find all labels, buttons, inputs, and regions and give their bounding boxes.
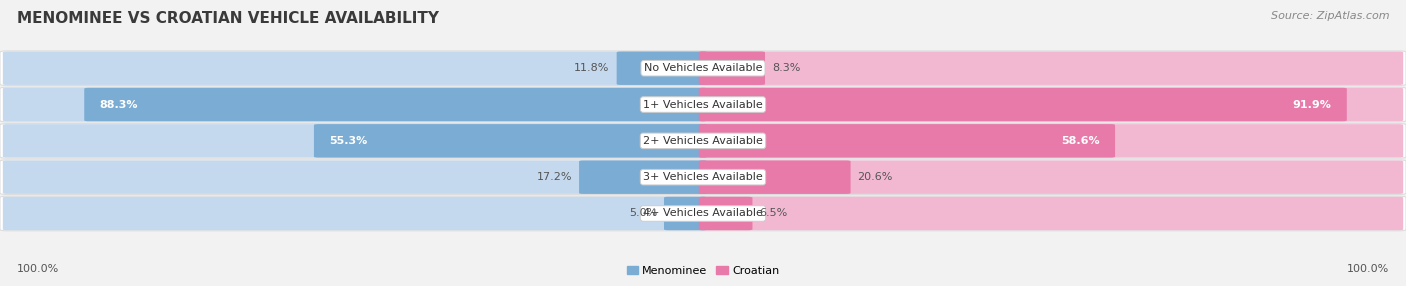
Text: 11.8%: 11.8% (574, 63, 610, 73)
FancyBboxPatch shape (0, 160, 1406, 194)
FancyBboxPatch shape (84, 88, 707, 121)
FancyBboxPatch shape (699, 88, 1403, 121)
FancyBboxPatch shape (3, 124, 707, 158)
Text: MENOMINEE VS CROATIAN VEHICLE AVAILABILITY: MENOMINEE VS CROATIAN VEHICLE AVAILABILI… (17, 11, 439, 26)
Text: 20.6%: 20.6% (858, 172, 893, 182)
Text: 2+ Vehicles Available: 2+ Vehicles Available (643, 136, 763, 146)
FancyBboxPatch shape (699, 51, 1403, 85)
Text: 1+ Vehicles Available: 1+ Vehicles Available (643, 100, 763, 110)
FancyBboxPatch shape (3, 160, 707, 194)
Text: 91.9%: 91.9% (1292, 100, 1331, 110)
Legend: Menominee, Croatian: Menominee, Croatian (623, 262, 783, 281)
FancyBboxPatch shape (699, 124, 1403, 158)
FancyBboxPatch shape (0, 124, 1406, 158)
Text: 55.3%: 55.3% (329, 136, 367, 146)
FancyBboxPatch shape (699, 160, 851, 194)
FancyBboxPatch shape (699, 197, 752, 230)
FancyBboxPatch shape (699, 160, 1403, 194)
Text: 58.6%: 58.6% (1062, 136, 1099, 146)
FancyBboxPatch shape (3, 88, 707, 121)
Text: 8.3%: 8.3% (772, 63, 800, 73)
FancyBboxPatch shape (664, 197, 707, 230)
FancyBboxPatch shape (699, 88, 1347, 121)
Text: 6.5%: 6.5% (759, 208, 787, 219)
FancyBboxPatch shape (3, 197, 707, 230)
Text: 88.3%: 88.3% (100, 100, 138, 110)
Text: 3+ Vehicles Available: 3+ Vehicles Available (643, 172, 763, 182)
FancyBboxPatch shape (617, 51, 707, 85)
FancyBboxPatch shape (699, 124, 1115, 158)
FancyBboxPatch shape (0, 51, 1406, 86)
Text: 17.2%: 17.2% (537, 172, 572, 182)
FancyBboxPatch shape (699, 51, 765, 85)
FancyBboxPatch shape (0, 87, 1406, 122)
Text: 4+ Vehicles Available: 4+ Vehicles Available (643, 208, 763, 219)
Text: Source: ZipAtlas.com: Source: ZipAtlas.com (1271, 11, 1389, 21)
FancyBboxPatch shape (314, 124, 707, 158)
FancyBboxPatch shape (579, 160, 707, 194)
Text: No Vehicles Available: No Vehicles Available (644, 63, 762, 73)
FancyBboxPatch shape (0, 196, 1406, 231)
FancyBboxPatch shape (699, 197, 1403, 230)
Text: 100.0%: 100.0% (1347, 264, 1389, 274)
FancyBboxPatch shape (3, 51, 707, 85)
Text: 100.0%: 100.0% (17, 264, 59, 274)
Text: 5.0%: 5.0% (628, 208, 657, 219)
